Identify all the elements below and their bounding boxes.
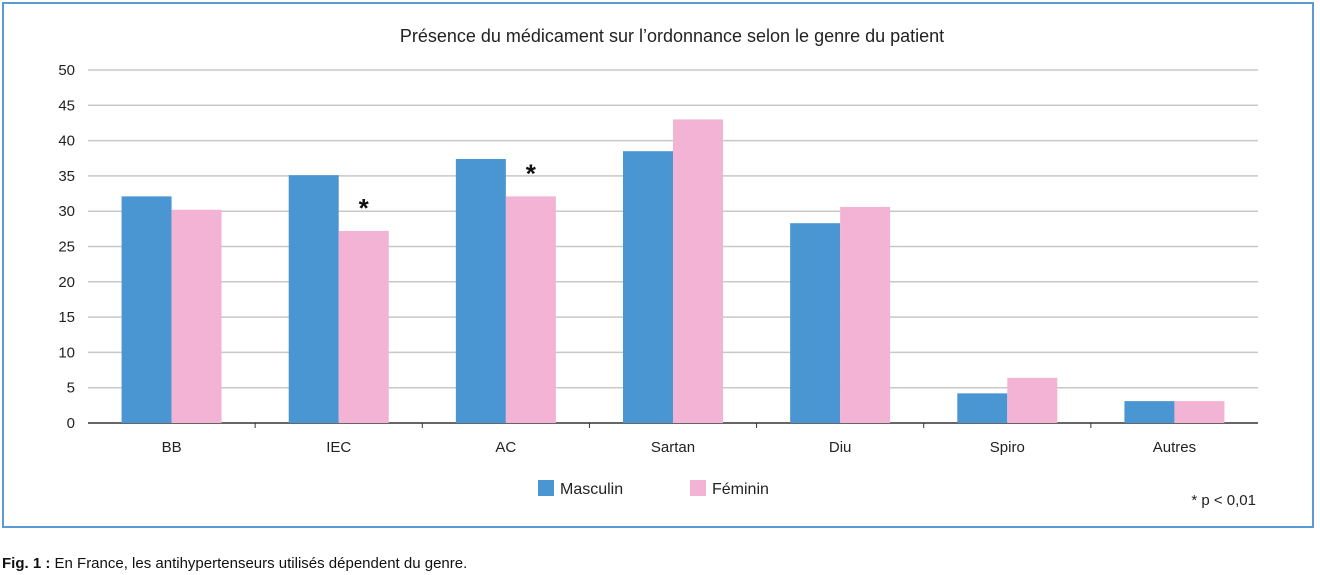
y-tick-label: 25 xyxy=(58,239,75,256)
bar-ac-masculin xyxy=(455,158,506,423)
bar-autres-feminin xyxy=(1174,401,1225,423)
bar-ac-feminin xyxy=(505,196,556,423)
caption-text: En France, les antihypertenseurs utilisé… xyxy=(50,555,468,572)
legend-swatch-feminin xyxy=(690,480,706,496)
bar-autres-masculin xyxy=(1124,401,1175,423)
chart-title: Présence du médicament sur l’ordonnance … xyxy=(400,26,944,46)
bars xyxy=(121,119,1225,424)
significance-markers: ** xyxy=(359,158,537,223)
legend: Masculin Féminin xyxy=(538,480,769,498)
x-tick-label: AC xyxy=(495,439,516,456)
legend-label-feminin: Féminin xyxy=(712,481,769,498)
legend-swatch-masculin xyxy=(538,480,554,496)
bar-bb-feminin xyxy=(171,209,222,423)
bar-spiro-masculin xyxy=(957,393,1008,423)
y-tick-label: 35 xyxy=(58,168,75,185)
bar-sartan-feminin xyxy=(673,119,723,424)
y-tick-label: 0 xyxy=(67,415,75,432)
x-tick-label: BB xyxy=(162,439,182,456)
caption-label: Fig. 1 : xyxy=(2,555,51,572)
y-tick-label: 40 xyxy=(58,133,75,150)
significance-asterisk: * xyxy=(526,158,537,188)
figure-caption: Fig. 1 : En France, les antihypertenseur… xyxy=(2,555,467,573)
x-tick-label: Spiro xyxy=(990,439,1025,456)
significance-footnote: * p < 0,01 xyxy=(1191,492,1256,509)
legend-label-masculin: Masculin xyxy=(560,481,623,498)
x-tick-label: Sartan xyxy=(651,439,695,456)
bar-sartan-masculin xyxy=(623,151,673,423)
bar-diu-feminin xyxy=(840,206,891,423)
x-tick-label: IEC xyxy=(326,439,351,456)
bar-bb-masculin xyxy=(121,196,172,423)
bar-iec-masculin xyxy=(288,175,339,423)
significance-asterisk: * xyxy=(359,193,370,223)
x-tick-label: Diu xyxy=(829,439,852,456)
y-tick-label: 20 xyxy=(58,274,75,291)
x-tick-label: Autres xyxy=(1153,439,1196,456)
y-tick-label: 50 xyxy=(58,62,75,79)
y-axis-ticks: 0 5 10 15 20 25 30 35 40 45 50 xyxy=(58,62,75,432)
bar-iec-feminin xyxy=(338,230,389,423)
y-tick-label: 5 xyxy=(67,380,75,397)
y-tick-label: 30 xyxy=(58,203,75,220)
y-tick-label: 10 xyxy=(58,344,75,361)
x-axis-ticks: BB IEC AC Sartan Diu Spiro Autres xyxy=(162,423,1196,456)
bar-spiro-feminin xyxy=(1007,377,1058,423)
y-tick-label: 45 xyxy=(58,97,75,114)
bar-chart: Présence du médicament sur l’ordonnance … xyxy=(58,26,1258,509)
bar-diu-masculin xyxy=(790,223,841,423)
y-tick-label: 15 xyxy=(58,309,75,326)
gridlines xyxy=(88,69,1258,424)
